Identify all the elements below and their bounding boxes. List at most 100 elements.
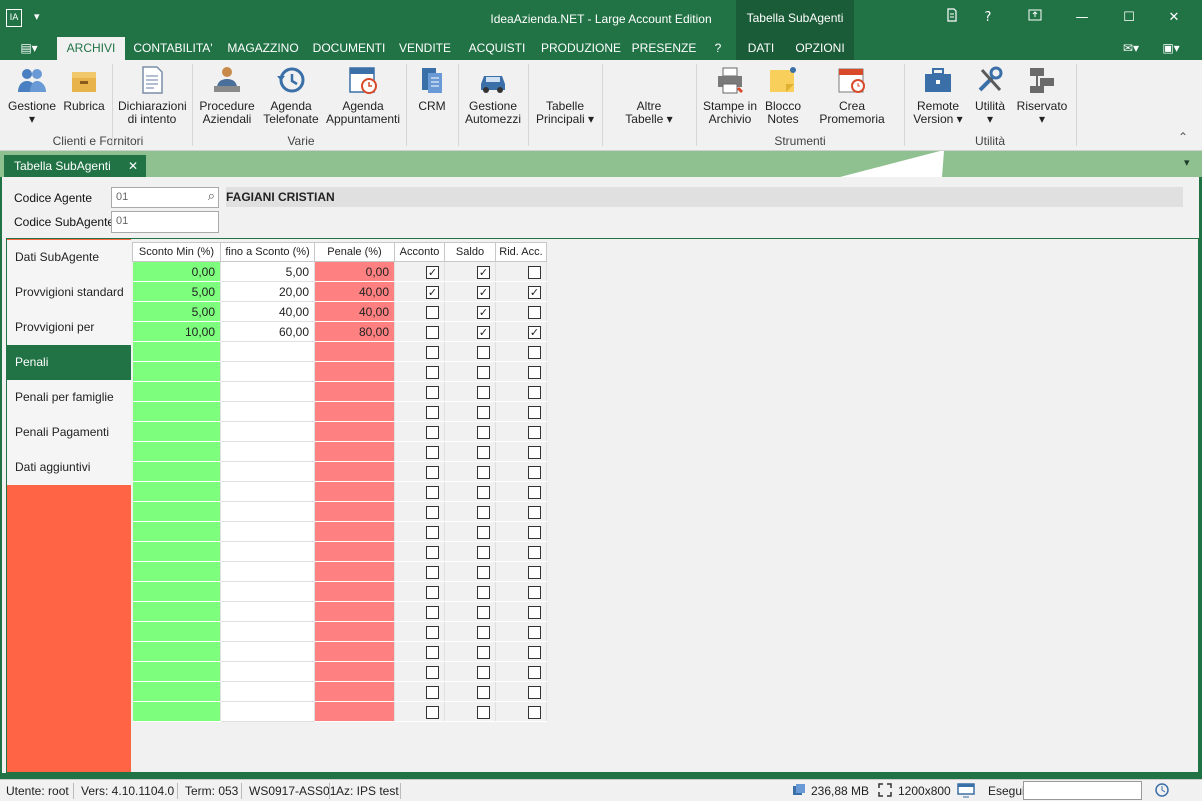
cell-penale[interactable] <box>314 461 395 482</box>
checkbox[interactable] <box>528 425 541 439</box>
cell-acconto[interactable] <box>394 381 445 402</box>
checkbox[interactable] <box>528 345 541 359</box>
cell-penale[interactable] <box>314 641 395 662</box>
procedure-aziendali-button[interactable]: Procedure Aziendali <box>198 64 256 126</box>
cell-saldo[interactable]: ✓ <box>444 321 496 342</box>
cell-fino-a-sconto[interactable] <box>220 341 315 362</box>
table-row-empty[interactable] <box>132 601 547 622</box>
checkbox[interactable] <box>528 645 541 659</box>
table-row-empty[interactable] <box>132 681 547 702</box>
cell-penale[interactable] <box>314 361 395 382</box>
crm-button[interactable]: CRM <box>414 64 450 113</box>
col-sconto-min[interactable]: Sconto Min (%) <box>132 242 221 262</box>
checkbox[interactable] <box>426 585 439 599</box>
cell-fino-a-sconto[interactable] <box>220 401 315 422</box>
cell-saldo[interactable] <box>444 521 496 542</box>
table-row-empty[interactable] <box>132 701 547 722</box>
menu-help[interactable]: ? <box>714 41 722 55</box>
checkbox[interactable] <box>477 645 490 659</box>
menu-documenti[interactable]: DOCUMENTI <box>312 41 386 55</box>
checkbox[interactable] <box>477 545 490 559</box>
cell-acconto[interactable] <box>394 481 445 502</box>
nav-penali-pagamenti[interactable]: Penali Pagamenti <box>7 415 131 450</box>
checkbox[interactable] <box>426 545 439 559</box>
cell-penale[interactable]: 40,00 <box>314 281 395 302</box>
col-rid-acc[interactable]: Rid. Acc. <box>495 242 547 262</box>
cell-sconto-min[interactable]: 5,00 <box>132 281 221 302</box>
checkbox[interactable] <box>528 445 541 459</box>
layout-icon[interactable]: ▣▾ <box>1162 41 1180 55</box>
cell-fino-a-sconto[interactable] <box>220 421 315 442</box>
checkbox[interactable]: ✓ <box>426 285 439 299</box>
cell-acconto[interactable] <box>394 441 445 462</box>
checkbox[interactable] <box>426 325 439 339</box>
checkbox[interactable]: ✓ <box>528 325 541 339</box>
table-row-empty[interactable] <box>132 341 547 362</box>
cell-acconto[interactable]: ✓ <box>394 261 445 282</box>
tabelle-principali-button[interactable]: Tabelle Principali ▾ <box>535 99 595 126</box>
cell-penale[interactable] <box>314 381 395 402</box>
cell-rid-acc[interactable] <box>495 381 547 402</box>
checkbox[interactable] <box>426 705 439 719</box>
stampe-archivio-button[interactable]: Stampe in Archivio <box>702 64 758 126</box>
cell-rid-acc[interactable] <box>495 421 547 442</box>
checkbox[interactable] <box>426 525 439 539</box>
cell-saldo[interactable] <box>444 401 496 422</box>
table-row[interactable]: 10,00 60,00 80,00 ✓ ✓ <box>132 321 547 342</box>
menu-archivi[interactable]: ARCHIVI <box>57 37 125 60</box>
cell-sconto-min[interactable] <box>132 581 221 602</box>
cell-saldo[interactable] <box>444 541 496 562</box>
checkbox[interactable]: ✓ <box>477 325 490 339</box>
remote-version-button[interactable]: Remote Version ▾ <box>910 64 966 126</box>
checkbox[interactable] <box>528 365 541 379</box>
maximize-icon[interactable]: ☐ <box>1123 10 1135 25</box>
checkbox[interactable] <box>528 525 541 539</box>
cell-fino-a-sconto[interactable]: 5,00 <box>220 261 315 282</box>
checkbox[interactable] <box>528 685 541 699</box>
checkbox[interactable] <box>477 465 490 479</box>
cell-sconto-min[interactable] <box>132 501 221 522</box>
cell-sconto-min[interactable] <box>132 341 221 362</box>
table-row-empty[interactable] <box>132 541 547 562</box>
nav-dati-aggiuntivi[interactable]: Dati aggiuntivi <box>7 450 131 485</box>
checkbox[interactable] <box>477 685 490 699</box>
cell-sconto-min[interactable]: 5,00 <box>132 301 221 322</box>
checkbox[interactable]: ✓ <box>528 285 541 299</box>
cell-rid-acc[interactable] <box>495 501 547 522</box>
col-acconto[interactable]: Acconto <box>394 242 445 262</box>
cell-penale[interactable] <box>314 581 395 602</box>
riservato-button[interactable]: Riservato ▾ <box>1014 64 1070 126</box>
cell-rid-acc[interactable]: ✓ <box>495 281 547 302</box>
checkbox[interactable] <box>477 705 490 719</box>
cell-acconto[interactable] <box>394 361 445 382</box>
cell-penale[interactable]: 80,00 <box>314 321 395 342</box>
restore-ribbon-icon[interactable] <box>1021 8 1049 28</box>
tab-list-dropdown-icon[interactable]: ▾ <box>1184 157 1190 169</box>
cell-sconto-min[interactable] <box>132 441 221 462</box>
table-row-empty[interactable] <box>132 481 547 502</box>
checkbox[interactable] <box>528 625 541 639</box>
cell-penale[interactable] <box>314 521 395 542</box>
screen-icon[interactable] <box>957 783 975 801</box>
checkbox[interactable] <box>477 625 490 639</box>
cell-penale[interactable] <box>314 401 395 422</box>
checkbox[interactable] <box>477 525 490 539</box>
cell-saldo[interactable] <box>444 461 496 482</box>
cell-fino-a-sconto[interactable] <box>220 561 315 582</box>
cell-rid-acc[interactable] <box>495 561 547 582</box>
checkbox[interactable] <box>477 445 490 459</box>
checkbox[interactable] <box>528 665 541 679</box>
table-row-empty[interactable] <box>132 381 547 402</box>
cell-fino-a-sconto[interactable] <box>220 481 315 502</box>
checkbox[interactable] <box>426 465 439 479</box>
cell-saldo[interactable] <box>444 681 496 702</box>
checkbox[interactable] <box>528 505 541 519</box>
table-row-empty[interactable] <box>132 621 547 642</box>
checkbox[interactable] <box>426 565 439 579</box>
cell-penale[interactable]: 0,00 <box>314 261 395 282</box>
cell-sconto-min[interactable] <box>132 661 221 682</box>
checkbox[interactable] <box>528 545 541 559</box>
mail-icon[interactable]: ✉▾ <box>1122 41 1140 55</box>
minimize-icon[interactable]: — <box>1075 10 1089 25</box>
menu-magazzino[interactable]: MAGAZZINO <box>227 41 299 55</box>
